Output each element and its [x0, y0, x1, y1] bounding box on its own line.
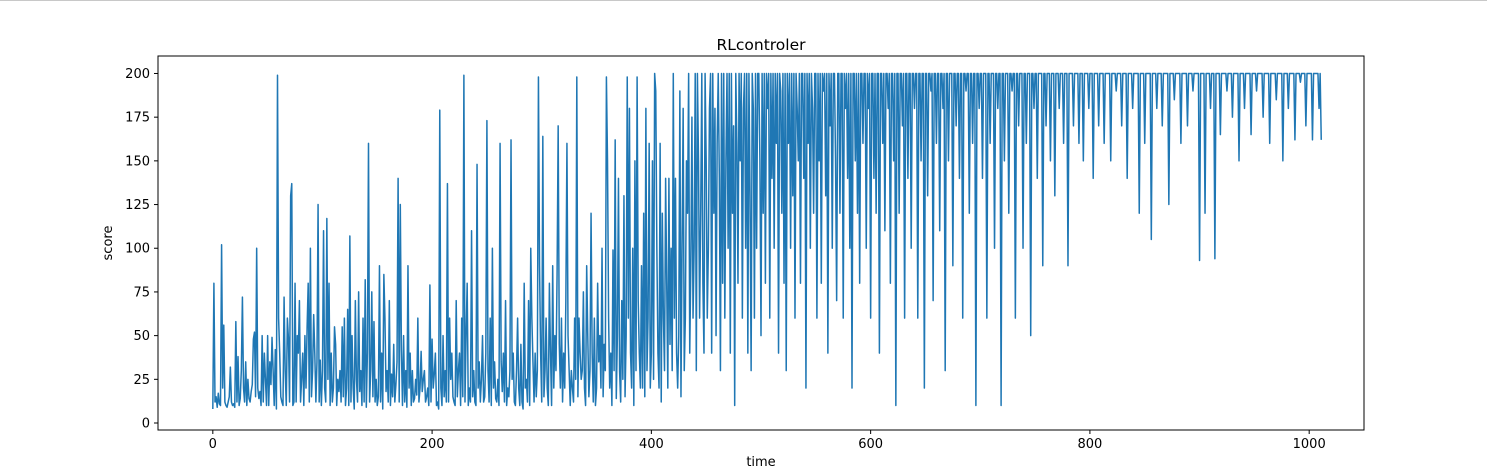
chart-title: RLcontroler	[716, 36, 806, 54]
y-axis-label: score	[101, 226, 116, 261]
x-tick-label: 800	[1077, 437, 1102, 452]
x-tick-label: 400	[639, 437, 664, 452]
x-tick-label: 0	[209, 437, 217, 452]
y-tick-label: 150	[125, 154, 150, 169]
series-layer	[212, 72, 1322, 410]
y-tick-label: 75	[133, 285, 150, 300]
y-tick-label: 175	[125, 111, 150, 126]
y-axis: 0 25 50 75 100 125 150 175 200	[125, 67, 158, 432]
plot-frame	[157, 55, 1365, 431]
window-top-border	[0, 0, 1487, 1]
x-axis: 0 200 400 600 800 1000	[209, 430, 1326, 452]
y-tick-label: 25	[133, 373, 150, 388]
y-tick-label: 200	[125, 67, 150, 82]
y-tick-label: 50	[133, 329, 150, 344]
y-tick-label: 125	[125, 198, 150, 213]
x-axis-label: time	[746, 455, 775, 470]
x-tick-label: 600	[858, 437, 883, 452]
y-tick-label: 0	[142, 417, 150, 432]
x-tick-label: 1000	[1293, 437, 1326, 452]
series-line-0	[212, 72, 1322, 410]
y-tick-label: 100	[125, 242, 150, 257]
x-tick-label: 200	[420, 437, 445, 452]
